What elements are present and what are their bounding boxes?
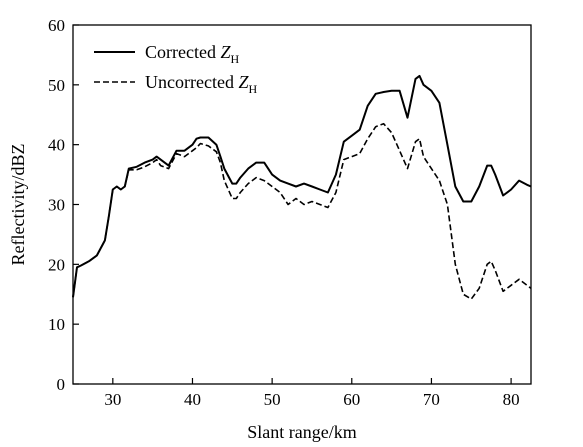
x-tick-label-40: 40 (184, 390, 201, 409)
x-tick-label-70: 70 (423, 390, 440, 409)
legend-symbol: Z (220, 42, 231, 62)
legend-subscript: H (230, 52, 239, 66)
y-tick-label-10: 10 (48, 315, 65, 334)
series-layer (72, 74, 532, 300)
x-tick-label-80: 80 (503, 390, 520, 409)
x-tick-label-60: 60 (343, 390, 360, 409)
series-line-uncorrected (72, 122, 532, 300)
y-tick-label-60: 60 (48, 16, 65, 35)
y-tick-label-0: 0 (57, 375, 66, 394)
y-tick-label-50: 50 (48, 76, 65, 95)
y-tick-label-20: 20 (48, 255, 65, 274)
x-tick-label-50: 50 (264, 390, 281, 409)
legend-subscript: H (248, 82, 257, 96)
y-axis-label: Reflectivity/dBZ (8, 144, 28, 266)
x-tick-label-30: 30 (104, 390, 121, 409)
ticks-layer: 30 40 50 60 70 80 0 10 20 30 40 50 60 (48, 16, 520, 409)
x-axis-label: Slant range/km (247, 422, 356, 442)
y-tick-label-40: 40 (48, 136, 65, 155)
legend-symbol: Z (238, 72, 249, 92)
y-tick-label-30: 30 (48, 196, 65, 215)
series-line-corrected (72, 74, 532, 298)
